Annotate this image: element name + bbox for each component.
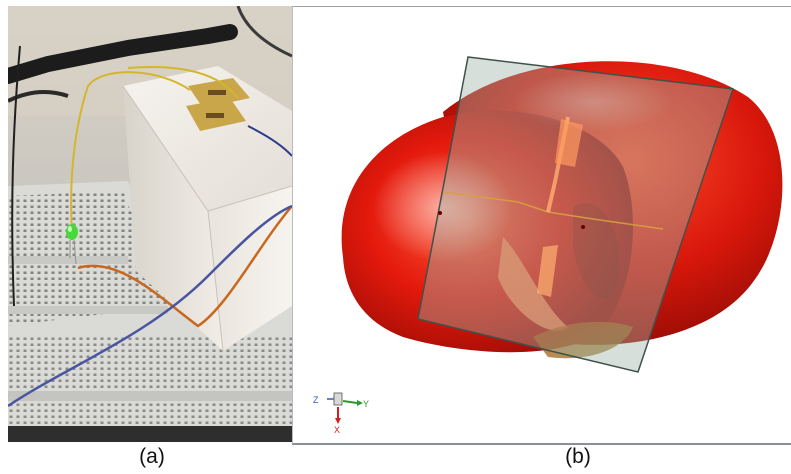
caption-a: (a) <box>139 445 165 468</box>
hardware-photo <box>8 6 292 442</box>
radiation-pattern-panel-b: Z Y X <box>292 6 791 445</box>
axis-y-label: Y <box>363 399 369 409</box>
caption-b: (b) <box>565 445 591 468</box>
axis-triad: Z Y X <box>313 392 369 435</box>
antenna-substrate <box>417 56 735 373</box>
radiation-pattern-3d: Z Y X <box>313 56 783 435</box>
axis-x-label: X <box>334 425 340 435</box>
photo-panel-a <box>8 6 292 442</box>
axis-z-label: Z <box>313 395 319 405</box>
